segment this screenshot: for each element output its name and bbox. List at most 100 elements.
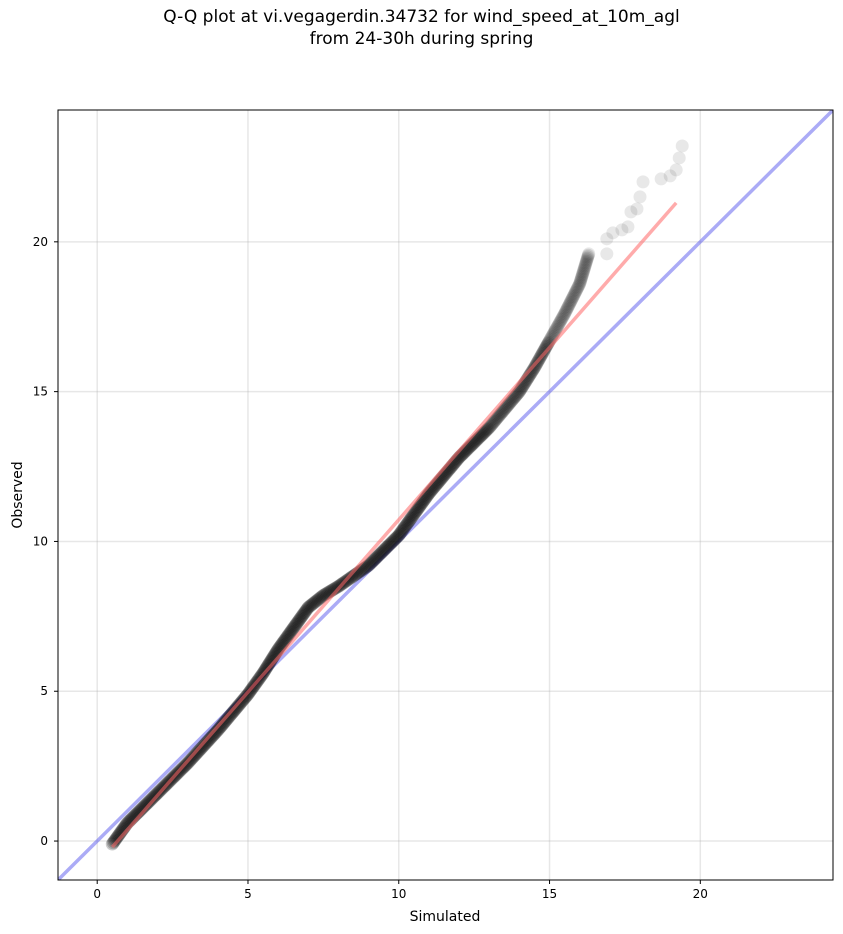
qq-point (212, 722, 226, 736)
qq-tail-point (615, 223, 629, 237)
qq-point (279, 632, 293, 646)
qq-point (207, 728, 221, 742)
qq-point (556, 310, 570, 324)
qq-point (494, 407, 508, 421)
qq-point (108, 833, 122, 847)
qq-point (506, 392, 520, 406)
qq-point (388, 532, 402, 546)
qq-point (385, 535, 399, 549)
qq-point (280, 631, 294, 645)
qq-point (394, 526, 408, 540)
y-axis: 0 5 10 15 20 (33, 235, 58, 848)
qq-point (577, 263, 591, 277)
qq-point (495, 406, 509, 420)
qq-point (398, 519, 412, 533)
qq-point (278, 633, 292, 647)
qq-point (295, 610, 309, 624)
qq-point (221, 711, 235, 725)
qq-point (203, 731, 217, 745)
qq-point (137, 799, 151, 813)
qq-point (560, 302, 574, 316)
qq-point (217, 716, 231, 730)
qq-point (311, 592, 325, 606)
y-axis-label: Observed (10, 461, 26, 528)
qq-point (313, 591, 327, 605)
qq-point (504, 395, 518, 409)
qq-point (397, 521, 411, 535)
qq-tail-point (654, 172, 668, 186)
qq-tail-point (675, 139, 689, 153)
qq-point (396, 522, 410, 536)
qq-point (368, 552, 382, 566)
qq-point (318, 588, 332, 602)
qq-point (581, 248, 595, 262)
qq-point (300, 602, 314, 616)
qq-point (578, 260, 592, 274)
qq-point (395, 525, 409, 539)
qq-point (555, 311, 569, 325)
x-tick-label: 15 (542, 887, 557, 901)
x-tick-label: 0 (93, 887, 101, 901)
qq-point (572, 278, 586, 292)
qq-point (488, 413, 502, 427)
qq-point (563, 297, 577, 311)
qq-point (304, 598, 318, 612)
qq-point (377, 543, 391, 557)
qq-point (414, 497, 428, 511)
qq-point (551, 318, 565, 332)
qq-point (138, 798, 152, 812)
qq-point (374, 546, 388, 560)
qq-point (482, 421, 496, 435)
qq-point (202, 733, 216, 747)
qq-point (497, 403, 511, 417)
qq-point (553, 315, 567, 329)
qq-point (281, 629, 295, 643)
qq-point (493, 408, 507, 422)
qq-point (477, 426, 491, 440)
x-tick-label: 5 (244, 887, 252, 901)
qq-point (144, 793, 158, 807)
qq-tail-point (636, 175, 650, 189)
qq-point (557, 308, 571, 322)
qq-point (400, 517, 414, 531)
qq-point (404, 511, 418, 525)
qq-point (386, 534, 400, 548)
qq-point (473, 429, 487, 443)
qq-point (291, 615, 305, 629)
qq-point (288, 619, 302, 633)
qq-point (142, 795, 156, 809)
qq-tail-point (582, 247, 596, 261)
qq-point (375, 545, 389, 559)
qq-point (387, 533, 401, 547)
qq-point (399, 518, 413, 532)
qq-point (314, 590, 328, 604)
qq-point (298, 604, 312, 618)
qq-point (413, 498, 427, 512)
y-tick-label: 0 (40, 834, 48, 848)
qq-point (511, 386, 525, 400)
qq-point (575, 271, 589, 285)
qq-point (483, 419, 497, 433)
qq-point (575, 268, 589, 282)
qq-point (571, 281, 585, 295)
qq-point (283, 625, 297, 639)
qq-point (499, 401, 513, 415)
quantile-points-tail (582, 139, 689, 261)
qq-point (578, 259, 592, 273)
qq-point (285, 623, 299, 637)
qq-point (366, 554, 380, 568)
qq-point (550, 321, 564, 335)
qq-point (379, 541, 393, 555)
qq-point (503, 396, 517, 410)
qq-tail-point (624, 205, 638, 219)
qq-point (107, 834, 121, 848)
qq-point (204, 730, 218, 744)
qq-tail-point (633, 190, 647, 204)
qq-point (392, 528, 406, 542)
qq-point (346, 569, 360, 583)
qq-point (538, 342, 552, 356)
qq-point (378, 542, 392, 556)
qq-point (512, 385, 526, 399)
qq-point (211, 723, 225, 737)
qq-point (571, 280, 585, 294)
